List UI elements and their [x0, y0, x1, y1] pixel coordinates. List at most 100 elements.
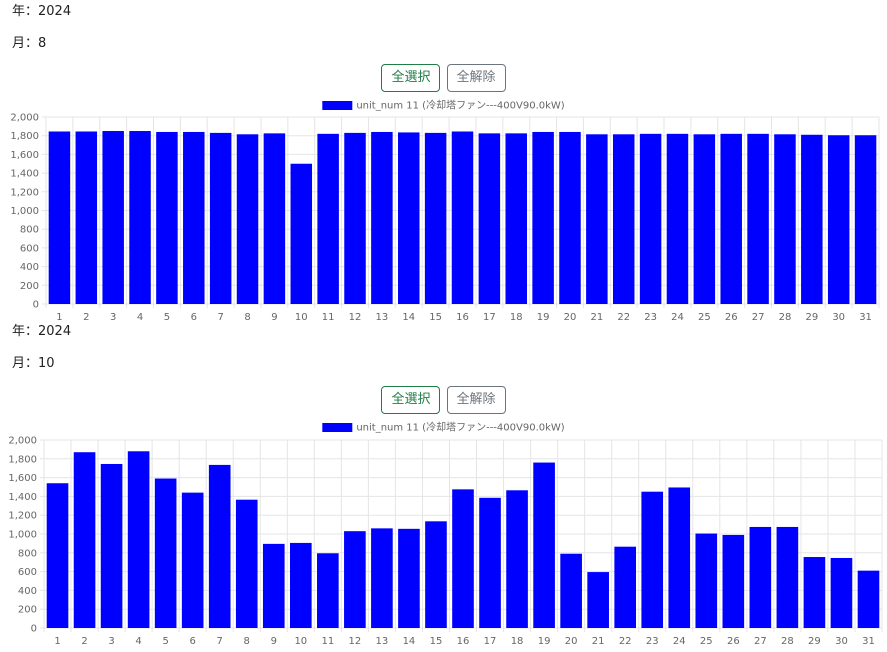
x-tick-label: 15 — [429, 312, 442, 323]
bar — [46, 483, 69, 628]
bar-chart-october: 0 200 400 600 800 1,000 1,200 1,400 1,600 1,800 2,… — [8, 421, 883, 647]
month-label: 月：8 — [12, 36, 47, 51]
bar — [505, 133, 527, 304]
x-tick-label: 10 — [295, 312, 308, 323]
x-tick-label: 13 — [376, 636, 389, 647]
bar — [289, 542, 312, 628]
y-tick-label: 1,600 — [8, 473, 37, 484]
x-tick-label: 6 — [191, 312, 197, 323]
bar — [75, 131, 98, 304]
bar — [641, 491, 664, 628]
bar — [857, 570, 880, 628]
y-tick-label: 2,000 — [10, 113, 39, 124]
x-tick-label: 7 — [217, 312, 223, 323]
bar — [208, 464, 231, 628]
bar — [749, 526, 772, 628]
bar — [183, 131, 205, 304]
x-tick-label: 3 — [108, 636, 114, 647]
x-tick-label: 12 — [349, 312, 362, 323]
select-all-button[interactable]: 全選択 — [381, 386, 441, 414]
bar — [344, 531, 366, 628]
bar — [317, 133, 339, 304]
x-tick-label: 9 — [271, 312, 277, 323]
y-tick-label: 800 — [18, 548, 37, 559]
bar — [100, 463, 123, 628]
x-tick-label: 9 — [271, 636, 277, 647]
x-tick-label: 30 — [835, 636, 848, 647]
x-tick-label: 23 — [646, 636, 659, 647]
x-tick-label: 16 — [456, 312, 469, 323]
x-tick-label: 5 — [164, 312, 170, 323]
x-tick-label: 7 — [217, 636, 223, 647]
bar — [127, 451, 150, 628]
bar — [533, 462, 555, 628]
bar — [614, 546, 637, 628]
y-tick-label: 0 — [33, 300, 39, 311]
x-tick-label: 28 — [779, 312, 792, 323]
bar — [181, 492, 204, 628]
bar — [532, 131, 554, 304]
x-tick-label: 21 — [590, 312, 603, 323]
toggle-button-group: 全選択 全解除 — [0, 386, 887, 414]
x-tick-label: 12 — [349, 636, 362, 647]
x-tick-label: 3 — [110, 312, 116, 323]
x-tick-label: 16 — [457, 636, 470, 647]
bar — [774, 134, 796, 304]
x-tick-label: 26 — [727, 636, 740, 647]
clear-all-button[interactable]: 全解除 — [446, 386, 506, 414]
bar — [371, 528, 393, 628]
y-tick-label: 1,400 — [8, 492, 37, 503]
bar — [720, 133, 742, 304]
bar — [156, 131, 178, 304]
x-tick-label: 26 — [725, 312, 738, 323]
bar — [73, 452, 96, 628]
y-tick-label: 200 — [20, 281, 39, 292]
bar — [639, 133, 662, 304]
x-tick-label: 15 — [430, 636, 443, 647]
bar — [425, 521, 447, 628]
x-tick-label: 11 — [322, 312, 335, 323]
bar — [801, 134, 823, 304]
y-tick-label: 1,000 — [10, 206, 39, 217]
x-tick-label: 24 — [673, 636, 686, 647]
bar — [451, 131, 474, 304]
x-tick-label: 21 — [592, 636, 605, 647]
y-tick-label: 800 — [20, 225, 39, 236]
x-tick-label: 27 — [754, 636, 767, 647]
x-tick-label: 30 — [832, 312, 845, 323]
bar — [827, 135, 850, 304]
bar — [129, 131, 151, 304]
bar — [693, 134, 716, 304]
x-tick-label: 20 — [565, 636, 578, 647]
x-tick-label: 13 — [376, 312, 389, 323]
bar — [612, 134, 635, 304]
x-tick-label: 18 — [511, 636, 524, 647]
x-tick-label: 17 — [483, 312, 496, 323]
x-tick-label: 19 — [537, 312, 550, 323]
bar — [263, 133, 286, 304]
bar — [666, 133, 689, 304]
bar — [236, 134, 259, 304]
legend-swatch — [322, 101, 353, 110]
bar — [668, 487, 691, 628]
x-tick-label: 31 — [862, 636, 875, 647]
bar — [290, 163, 313, 304]
y-tick-label: 1,600 — [10, 150, 39, 161]
bar — [317, 553, 339, 628]
select-all-button[interactable]: 全選択 — [381, 64, 441, 92]
x-tick-label: 11 — [321, 636, 334, 647]
bar — [506, 490, 528, 628]
x-tick-label: 4 — [135, 636, 141, 647]
x-tick-label: 14 — [402, 312, 415, 323]
x-tick-label: 2 — [81, 636, 87, 647]
x-tick-label: 1 — [56, 312, 62, 323]
x-tick-label: 1 — [54, 636, 60, 647]
x-tick-label: 29 — [808, 636, 821, 647]
bar — [235, 499, 258, 628]
x-tick-label: 14 — [403, 636, 416, 647]
bar — [695, 533, 718, 628]
y-tick-label: 1,400 — [10, 169, 39, 180]
clear-all-button[interactable]: 全解除 — [446, 64, 506, 92]
x-tick-label: 19 — [538, 636, 551, 647]
y-tick-label: 600 — [20, 243, 39, 254]
